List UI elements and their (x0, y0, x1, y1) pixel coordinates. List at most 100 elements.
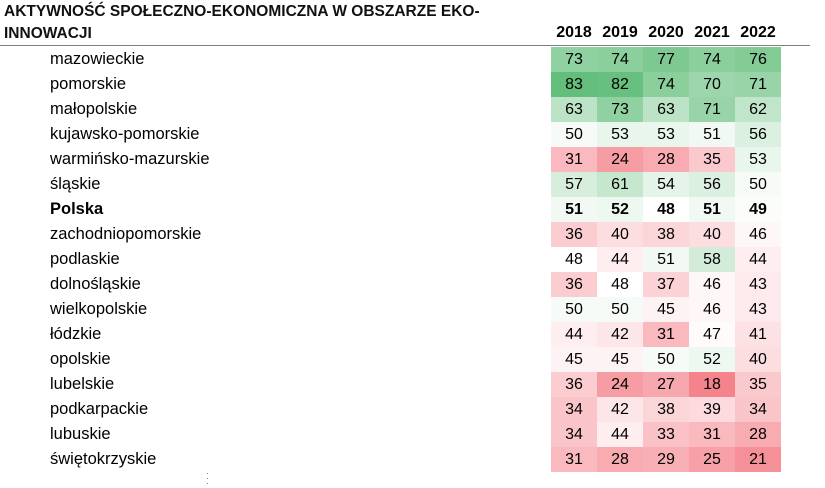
row-label: Polska (50, 200, 104, 218)
heatmap-cell: 82 (597, 72, 643, 97)
row-label: łódzkie (50, 325, 102, 343)
heatmap-cell: 46 (689, 272, 735, 297)
row-label: opolskie (50, 350, 111, 368)
heatmap-cell: 43 (735, 272, 781, 297)
table-row: lubelskie 36 24 27 18 35 (0, 372, 810, 397)
heatmap-cell: 41 (735, 322, 781, 347)
heatmap-cell: 57 (551, 172, 597, 197)
heatmap-cell: 54 (643, 172, 689, 197)
heatmap-cell: 74 (643, 72, 689, 97)
heatmap-cell: 61 (597, 172, 643, 197)
row-label: śląskie (50, 175, 101, 193)
heatmap-cell: 42 (597, 397, 643, 422)
heatmap-cell: 53 (643, 122, 689, 147)
heatmap-cell: 18 (689, 372, 735, 397)
heatmap-cell: 47 (689, 322, 735, 347)
heatmap-cell: 44 (597, 247, 643, 272)
heatmap-cell: 52 (689, 347, 735, 372)
table-row: śląskie 57 61 54 56 50 (0, 172, 810, 197)
heatmap-cell: 40 (689, 222, 735, 247)
heatmap-cell: 29 (643, 447, 689, 472)
heatmap-cell: 50 (597, 297, 643, 322)
heatmap-cell: 21 (735, 447, 781, 472)
heatmap-cell: 44 (597, 422, 643, 447)
heatmap-cell: 74 (597, 47, 643, 72)
year-header-2022: 2022 (740, 24, 776, 41)
heatmap-cell: 76 (735, 47, 781, 72)
heatmap-cell: 53 (597, 122, 643, 147)
table-row: świętokrzyskie 31 28 29 25 21 (0, 447, 810, 472)
heatmap-cell: 31 (689, 422, 735, 447)
heatmap-cell: 24 (597, 147, 643, 172)
heatmap-cell: 50 (643, 347, 689, 372)
table-row: łódzkie 44 42 31 47 41 (0, 322, 810, 347)
heatmap-cell: 38 (643, 397, 689, 422)
heatmap-cell: 31 (551, 447, 597, 472)
heatmap-cell: 36 (551, 272, 597, 297)
table-row: zachodniopomorskie 36 40 38 40 46 (0, 222, 810, 247)
heatmap-cell: 34 (551, 422, 597, 447)
heatmap-cell: 45 (551, 347, 597, 372)
table-row: mazowieckie 73 74 77 74 76 (0, 47, 810, 72)
heatmap-cell: 77 (643, 47, 689, 72)
heatmap-cell: 44 (551, 322, 597, 347)
heatmap-cell: 49 (735, 197, 781, 222)
chart-title-line-2: INNOWACJI (4, 25, 92, 42)
heatmap-cell: 70 (689, 72, 735, 97)
heatmap-cell: 31 (551, 147, 597, 172)
heatmap-cell: 28 (735, 422, 781, 447)
row-label: warmińsko-mazurskie (50, 150, 210, 168)
row-label: podlaskie (50, 250, 120, 268)
table-row: lubuskie 34 44 33 31 28 (0, 422, 810, 447)
heatmap-cell: 28 (643, 147, 689, 172)
heatmap-cell: 45 (597, 347, 643, 372)
row-label: zachodniopomorskie (50, 225, 202, 243)
table-row: podkarpackie 34 42 38 39 34 (0, 397, 810, 422)
header-divider (0, 45, 810, 46)
chart-title: AKTYWNOŚĆ SPOŁECZNO-EKONOMICZNA W OBSZAR… (4, 1, 544, 45)
heatmap-cell: 51 (551, 197, 597, 222)
heatmap-cell: 42 (597, 322, 643, 347)
heatmap-cell: 74 (689, 47, 735, 72)
row-label: świętokrzyskie (50, 450, 157, 468)
row-label: kujawsko-pomorskie (50, 125, 200, 143)
heatmap-cell: 33 (643, 422, 689, 447)
table-row: Polska 51 52 48 51 49 (0, 197, 810, 222)
heatmap-cell: 37 (643, 272, 689, 297)
table-row: wielkopolskie 50 50 45 46 43 (0, 297, 810, 322)
table-row: kujawsko-pomorskie 50 53 53 51 56 (0, 122, 810, 147)
table-row: dolnośląskie 36 48 37 46 43 (0, 272, 810, 297)
heatmap-cell: 51 (689, 197, 735, 222)
heatmap-cell: 36 (551, 372, 597, 397)
heatmap-cell: 36 (551, 222, 597, 247)
heatmap-cell: 51 (643, 247, 689, 272)
row-label: lubuskie (50, 425, 111, 443)
row-label: pomorskie (50, 75, 127, 93)
heatmap-cell: 63 (643, 97, 689, 122)
heatmap-cell: 56 (689, 172, 735, 197)
heatmap-cell: 48 (643, 197, 689, 222)
heatmap-cell: 35 (689, 147, 735, 172)
heatmap-cell: 73 (597, 97, 643, 122)
table-row: pomorskie 83 82 74 70 71 (0, 72, 810, 97)
row-label: dolnośląskie (50, 275, 141, 293)
heatmap-cell: 38 (643, 222, 689, 247)
row-label: podkarpackie (50, 400, 149, 418)
year-header-2019: 2019 (602, 24, 638, 41)
heatmap-cell: 52 (597, 197, 643, 222)
heatmap-cell: 24 (597, 372, 643, 397)
heatmap-cell: 71 (689, 97, 735, 122)
heatmap-cell: 46 (735, 222, 781, 247)
heatmap-cell: 56 (735, 122, 781, 147)
heatmap-cell: 63 (551, 97, 597, 122)
heatmap-cell: 62 (735, 97, 781, 122)
heatmap-cell: 83 (551, 72, 597, 97)
heatmap-cell: 50 (735, 172, 781, 197)
heatmap-cell: 39 (689, 397, 735, 422)
heatmap-cell: 73 (551, 47, 597, 72)
heatmap-cell: 45 (643, 297, 689, 322)
heatmap-cell: 43 (735, 297, 781, 322)
row-label: mazowieckie (50, 50, 145, 68)
heatmap-cell: 44 (735, 247, 781, 272)
heatmap-cell: 25 (689, 447, 735, 472)
